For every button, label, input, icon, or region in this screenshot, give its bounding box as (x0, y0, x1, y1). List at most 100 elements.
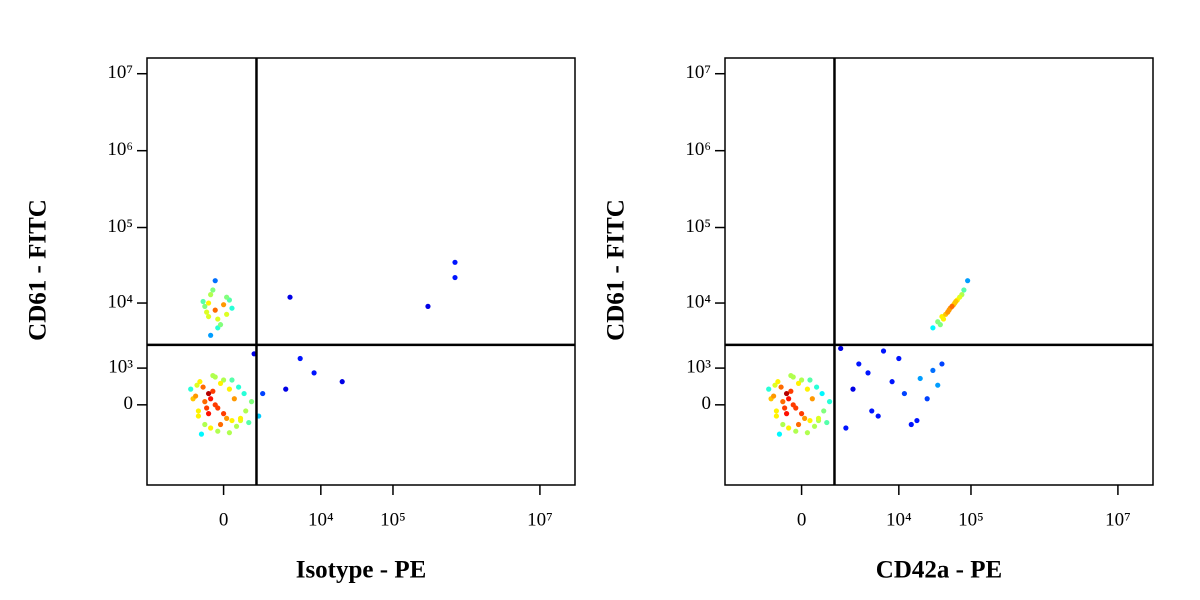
event-dot (804, 386, 811, 392)
event-dot (226, 386, 233, 392)
event-dot (283, 386, 289, 392)
event-dot (246, 419, 252, 426)
event-dot (780, 421, 786, 428)
event-dot (850, 386, 856, 392)
event-dot (208, 332, 214, 338)
event-dot (233, 423, 240, 429)
event-dot (783, 411, 790, 417)
event-dot (788, 372, 794, 379)
event-dot (786, 425, 792, 431)
y-axis-label: CD61 - FITC (25, 199, 52, 341)
event-dot (945, 309, 951, 315)
event-dot (889, 379, 895, 385)
event-dot (197, 379, 203, 385)
event-dot (425, 303, 431, 309)
x-axis-label: CD42a - PE (876, 557, 1002, 584)
event-dot (210, 388, 216, 394)
event-dot (287, 294, 293, 300)
event-dot (795, 380, 802, 386)
y-tick-label: 0 (124, 393, 134, 414)
event-dot (224, 294, 230, 300)
event-dot (260, 390, 266, 397)
event-dot (241, 390, 247, 397)
event-dot (815, 415, 822, 421)
event-dot (773, 413, 780, 419)
event-dot (212, 278, 218, 284)
y-tick-label: 10⁷ (107, 62, 133, 83)
event-dot (297, 355, 303, 362)
event-dot (930, 367, 936, 374)
event-dot (914, 417, 920, 424)
event-dot (838, 345, 844, 352)
plot-frame (724, 57, 1154, 486)
event-dot (865, 370, 871, 376)
event-dot (793, 405, 799, 411)
event-dot (772, 382, 778, 388)
event-dot (204, 405, 210, 411)
y-tick-label: 10⁵ (107, 216, 133, 237)
event-dot (917, 375, 923, 382)
event-dot (243, 408, 249, 414)
event-dot (937, 322, 943, 328)
event-dot (202, 421, 208, 428)
event-dot (311, 370, 317, 376)
event-dot (215, 316, 221, 322)
event-dot (229, 417, 235, 424)
event-dot (811, 423, 818, 429)
y-tick-label: 10⁴ (685, 291, 711, 312)
event-dot (961, 287, 967, 293)
y-tick-label: 10⁷ (685, 62, 711, 83)
event-dot (210, 287, 216, 293)
event-dot (205, 313, 212, 320)
event-dot (212, 307, 218, 313)
event-dot (875, 413, 881, 419)
event-dot (194, 382, 200, 388)
y-tick-label: 10⁶ (107, 139, 133, 160)
event-dot (204, 309, 210, 315)
plot-frame (146, 57, 576, 486)
event-dot (195, 408, 202, 414)
event-dot (452, 274, 458, 281)
event-dot (188, 386, 194, 392)
x-tick-label: 0 (797, 509, 807, 530)
event-dot (826, 399, 833, 405)
event-dot (798, 411, 805, 417)
event-dot (237, 415, 244, 421)
x-tick-label: 10⁷ (1105, 509, 1131, 530)
event-dot (795, 421, 802, 428)
event-dot (224, 311, 230, 317)
event-dot (217, 421, 224, 428)
event-dot (200, 384, 206, 390)
event-dot (215, 405, 221, 411)
event-dot (908, 421, 914, 428)
event-dot (949, 303, 955, 309)
event-dot (798, 377, 805, 383)
event-dot (930, 325, 936, 331)
event-dot (220, 302, 227, 308)
event-dot (880, 348, 887, 354)
event-dot (780, 399, 786, 405)
y-tick-label: 10⁵ (685, 216, 711, 237)
event-dot (776, 431, 783, 437)
y-tick-label: 10³ (686, 356, 711, 377)
event-dot (220, 411, 227, 417)
event-dot (814, 384, 820, 390)
event-dot (869, 408, 875, 414)
x-tick-label: 10⁵ (958, 509, 984, 530)
event-dot (210, 372, 216, 379)
event-dot (807, 377, 813, 383)
event-dot (339, 379, 345, 385)
y-tick-label: 0 (702, 393, 712, 414)
event-dot (775, 379, 781, 385)
event-dot (766, 386, 772, 392)
event-dot (205, 300, 212, 306)
y-tick-label: 10⁶ (685, 139, 711, 160)
event-dot (229, 377, 235, 383)
event-dot (195, 413, 202, 419)
event-dot (924, 396, 930, 402)
event-dot (220, 377, 227, 383)
event-dot (778, 384, 784, 390)
event-dot (788, 388, 794, 394)
event-dot (231, 396, 237, 402)
